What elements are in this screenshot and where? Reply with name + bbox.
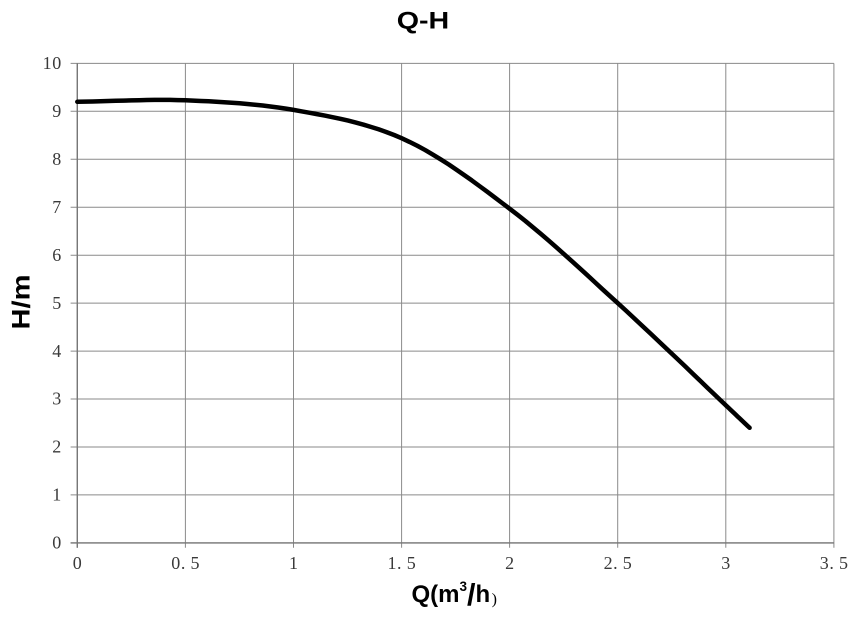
- svg-text:1: 1: [289, 553, 298, 573]
- svg-text:.: .: [613, 553, 618, 573]
- svg-text:1: 1: [52, 485, 61, 505]
- svg-text:0: 0: [52, 53, 61, 73]
- svg-text:H/m: H/m: [8, 275, 36, 330]
- svg-text:5: 5: [52, 293, 61, 313]
- svg-text:0: 0: [52, 533, 61, 553]
- svg-text:0: 0: [73, 553, 82, 573]
- svg-text:9: 9: [52, 101, 61, 121]
- svg-text:5: 5: [623, 553, 632, 573]
- svg-text:5: 5: [191, 553, 200, 573]
- svg-text:2: 2: [52, 437, 61, 457]
- svg-text:8: 8: [52, 149, 61, 169]
- svg-text:1: 1: [388, 553, 397, 573]
- svg-text:.: .: [181, 553, 186, 573]
- svg-text:5: 5: [407, 553, 416, 573]
- svg-text:5: 5: [839, 553, 848, 573]
- svg-text:Q-H: Q-H: [397, 8, 450, 35]
- svg-text:3: 3: [820, 553, 829, 573]
- svg-text:2: 2: [604, 553, 613, 573]
- svg-text:0: 0: [171, 553, 180, 573]
- svg-text:.: .: [397, 553, 402, 573]
- svg-text:6: 6: [52, 245, 61, 265]
- svg-text:7: 7: [52, 197, 61, 217]
- svg-text:.: .: [829, 553, 834, 573]
- svg-text:3: 3: [52, 389, 61, 409]
- svg-text:4: 4: [52, 341, 61, 361]
- svg-text:1: 1: [43, 53, 52, 73]
- svg-text:Q(m3/h): Q(m3/h): [412, 578, 498, 612]
- svg-text:2: 2: [505, 553, 514, 573]
- svg-text:3: 3: [721, 553, 730, 573]
